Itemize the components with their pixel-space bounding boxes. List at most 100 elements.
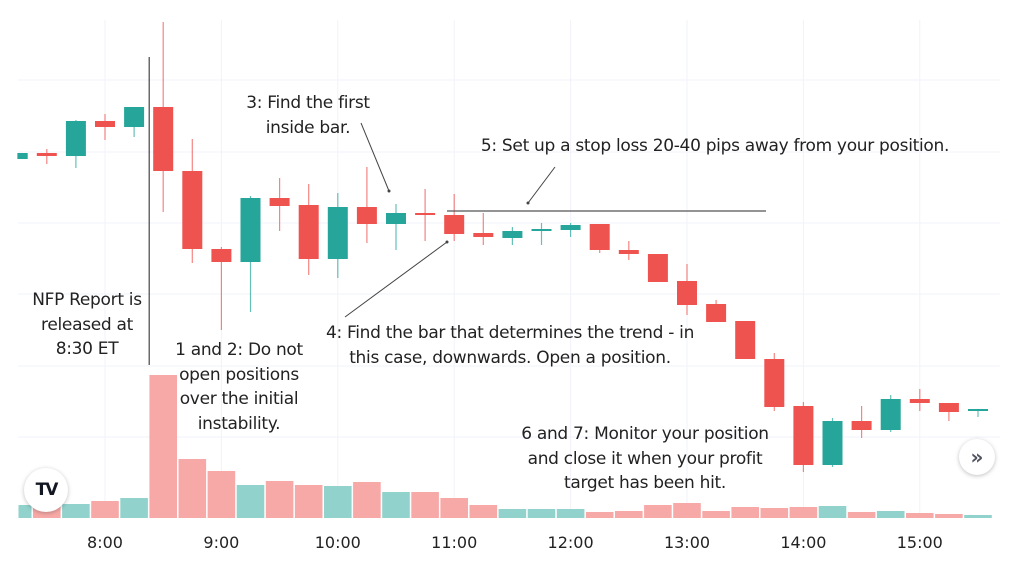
logo-text: TV: [35, 480, 59, 500]
volume-bars: [18, 375, 992, 518]
annotation-step-4: 4: Find the bar that determines the tren…: [310, 321, 710, 370]
candle-up: [531, 229, 552, 231]
grid: [18, 20, 1000, 518]
x-tick-label: 14:00: [780, 533, 826, 552]
volume-bar: [847, 512, 876, 518]
candle-down: [793, 406, 814, 465]
volume-bar: [789, 507, 818, 518]
annotation-line: over the initial: [179, 389, 299, 409]
volume-bar: [294, 485, 323, 518]
annotation-line: inside bar.: [265, 117, 351, 138]
volume-bar: [207, 471, 236, 518]
annotation-step-1-2: 1 and 2: Do not open positions over the …: [164, 338, 314, 436]
volume-bar: [91, 501, 119, 518]
annotation-line: target has been hit.: [564, 473, 726, 493]
candle-up: [386, 213, 406, 224]
annotation-line: released at: [41, 314, 133, 335]
annotation-line: 5: Set up a stop loss 20-40 pips away fr…: [480, 136, 950, 156]
tradingview-logo[interactable]: TV: [24, 468, 68, 512]
candle-down: [618, 250, 639, 254]
volume-bar: [702, 511, 730, 518]
annotation-step-6-7: 6 and 7: Monitor your position and close…: [520, 422, 770, 496]
candle-up: [327, 207, 348, 259]
volume-bar: [120, 498, 148, 518]
candle-down: [36, 153, 57, 156]
annotation-step-5: 5: Set up a stop loss 20-40 pips away fr…: [480, 134, 950, 159]
annotation-line: 8:30 ET: [55, 339, 119, 359]
x-tick-label: 9:00: [203, 533, 239, 552]
annotation-line: this case, downwards. Open a position.: [349, 347, 671, 368]
candle-down: [269, 198, 290, 206]
arrow-head: [387, 189, 391, 193]
volume-bar: [585, 512, 614, 518]
x-tick-label: 13:00: [664, 533, 710, 552]
x-tick-label: 10:00: [315, 533, 361, 552]
candle-down: [182, 171, 203, 249]
candle-down: [647, 254, 668, 282]
x-tick-label: 12:00: [548, 533, 594, 552]
volume-bar: [673, 503, 701, 518]
candle-up: [240, 198, 261, 262]
volume-bar: [265, 481, 294, 518]
volume-bar: [178, 459, 207, 518]
arrow-head: [445, 240, 449, 244]
volume-bar: [469, 505, 498, 518]
volume-bar: [935, 514, 963, 518]
annotation-line: and close it when your profit: [527, 448, 763, 469]
arrow-head: [526, 201, 530, 205]
volume-bar: [615, 511, 643, 518]
candle-up: [65, 121, 86, 156]
candle-up: [18, 153, 28, 159]
candle-down: [764, 359, 785, 407]
volume-bar: [527, 509, 556, 518]
candle-down: [677, 281, 697, 305]
x-tick-label: 8:00: [87, 533, 123, 552]
candle-down: [938, 403, 959, 412]
volume-bar: [818, 506, 847, 518]
annotation-line: 3: Find the first: [246, 93, 370, 113]
volume-bar: [644, 505, 672, 518]
annotation-line: 1 and 2: Do not: [175, 340, 303, 360]
candle-down: [589, 224, 610, 250]
volume-bar: [440, 498, 468, 518]
volume-bar: [382, 492, 410, 518]
x-tick-label: 15:00: [897, 533, 943, 552]
x-tick-label: 11:00: [431, 533, 477, 552]
arrow-step-5: [527, 166, 556, 204]
annotation-lines: [148, 57, 766, 365]
annotation-line: NFP Report is: [32, 290, 142, 310]
candle-down: [298, 205, 319, 259]
volume-bar: [62, 504, 90, 518]
arrow-step-4: [344, 241, 448, 318]
double-chevron-right-icon: »: [970, 445, 984, 469]
candle-up: [968, 409, 988, 411]
volume-bar: [411, 492, 439, 518]
scroll-to-realtime-button[interactable]: »: [959, 439, 995, 475]
candle-down: [415, 213, 436, 215]
candle-down: [473, 233, 494, 237]
volume-bar: [324, 486, 352, 518]
candle-up: [880, 399, 901, 430]
candle-up: [502, 231, 523, 238]
volume-bar: [498, 509, 527, 518]
volume-bar: [731, 507, 759, 518]
volume-bar: [964, 515, 992, 518]
volume-bar: [18, 505, 32, 518]
candles: [17, 22, 988, 472]
arrow-step-3: [360, 122, 390, 192]
candle-down: [909, 399, 930, 403]
candle-down: [153, 107, 174, 171]
volume-bar: [236, 485, 265, 518]
annotation-step-3: 3: Find the first inside bar.: [233, 91, 383, 140]
candle-down: [211, 249, 232, 262]
volume-bar: [353, 482, 381, 518]
candle-up: [822, 421, 843, 465]
annotation-nfp: NFP Report is released at 8:30 ET: [20, 288, 154, 362]
x-axis-ticks: 8:00 9:00 10:00 11:00 12:00 13:00 14:00 15:00: [87, 533, 943, 552]
candle-down: [735, 321, 756, 359]
annotation-line: instability.: [197, 413, 281, 434]
annotation-line: 6 and 7: Monitor your position: [521, 424, 769, 444]
candle-down: [444, 215, 465, 234]
candle-down: [95, 121, 115, 127]
